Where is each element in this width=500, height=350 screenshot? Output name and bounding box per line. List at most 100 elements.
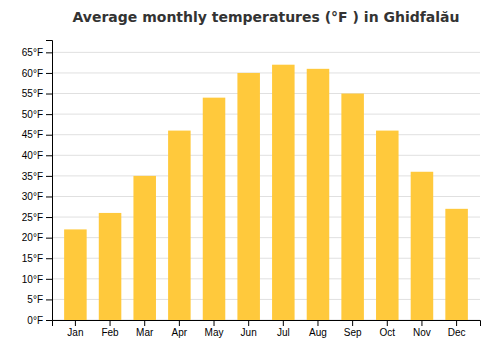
tick-label: Aug bbox=[309, 327, 327, 338]
bar bbox=[168, 131, 191, 320]
tick-label: 50°F bbox=[22, 109, 43, 120]
tick-label: Dec bbox=[448, 327, 466, 338]
tick-label: Mar bbox=[136, 327, 154, 338]
tick: 50°F bbox=[22, 109, 52, 120]
tick: Jun bbox=[241, 320, 257, 338]
axis-line bbox=[46, 41, 53, 321]
bar bbox=[341, 94, 364, 320]
grid-line bbox=[52, 155, 480, 156]
tick-mark bbox=[46, 52, 52, 53]
bar bbox=[237, 73, 260, 320]
tick: 25°F bbox=[22, 212, 52, 223]
tick: 40°F bbox=[22, 150, 52, 161]
tick-label: Nov bbox=[413, 327, 431, 338]
x-axis: Jan Feb Mar Apr May Jun Jul Aug Sep Oct Nov Dec bbox=[53, 320, 481, 338]
tick-mark bbox=[421, 320, 422, 326]
tick: Nov bbox=[413, 320, 431, 338]
grid-line bbox=[52, 114, 480, 115]
tick-label: Sep bbox=[344, 327, 362, 338]
bar bbox=[99, 213, 122, 320]
tick-mark bbox=[46, 217, 52, 218]
tick-label: 40°F bbox=[22, 150, 43, 161]
tick-label: 60°F bbox=[22, 68, 43, 79]
grid bbox=[52, 52, 480, 320]
tick: Oct bbox=[380, 320, 396, 338]
tick-mark bbox=[46, 299, 52, 300]
tick-label: 0°F bbox=[27, 315, 43, 326]
tick-label: Jan bbox=[67, 327, 83, 338]
tick-label: 15°F bbox=[22, 253, 43, 264]
tick: 5°F bbox=[27, 294, 52, 305]
tick-label: 35°F bbox=[22, 171, 43, 182]
tick: 60°F bbox=[22, 68, 52, 79]
tick-mark bbox=[46, 320, 52, 321]
bar bbox=[445, 209, 468, 320]
tick: Sep bbox=[344, 320, 362, 338]
tick-label: Jul bbox=[277, 327, 290, 338]
bar bbox=[272, 65, 295, 320]
tick-mark bbox=[179, 320, 180, 326]
tick-mark bbox=[46, 94, 52, 95]
axis-line bbox=[53, 321, 481, 327]
tick-mark bbox=[144, 320, 145, 326]
tick-mark bbox=[46, 73, 52, 74]
tick: Jan bbox=[67, 320, 83, 338]
tick-mark bbox=[75, 320, 76, 326]
tick-label: 5°F bbox=[27, 294, 43, 305]
tick-label: Jun bbox=[241, 327, 257, 338]
tick-label: Oct bbox=[380, 327, 396, 338]
tick-label: 25°F bbox=[22, 212, 43, 223]
grid-line bbox=[52, 72, 480, 73]
tick-label: May bbox=[205, 327, 224, 338]
tick-mark bbox=[456, 320, 457, 326]
tick-mark bbox=[46, 155, 52, 156]
tick-mark bbox=[46, 196, 52, 197]
tick-mark bbox=[46, 135, 52, 136]
grid-line bbox=[52, 52, 480, 53]
bar bbox=[307, 69, 330, 320]
tick-mark bbox=[283, 320, 284, 326]
chart: 0°F 5°F 10°F 15°F 20°F 25°F 30°F 35°F 40°F 45°F 50… bbox=[0, 0, 500, 350]
bar bbox=[133, 176, 156, 320]
tick-mark bbox=[46, 176, 52, 177]
tick-mark bbox=[317, 320, 318, 326]
bar bbox=[64, 229, 87, 320]
tick: 55°F bbox=[22, 88, 52, 99]
tick-mark bbox=[214, 320, 215, 326]
tick-mark bbox=[46, 258, 52, 259]
title: Average monthly temperatures (°F ) in Gh… bbox=[72, 9, 459, 25]
plot-area bbox=[64, 65, 468, 320]
tick: Feb bbox=[101, 320, 119, 338]
tick-label: 10°F bbox=[22, 274, 43, 285]
tick: 20°F bbox=[22, 232, 52, 243]
tick: Apr bbox=[172, 320, 188, 338]
tick: Mar bbox=[136, 320, 154, 338]
tick: Jul bbox=[277, 320, 290, 338]
tick: Aug bbox=[309, 320, 327, 338]
tick-label: 20°F bbox=[22, 232, 43, 243]
tick-label: Apr bbox=[172, 327, 188, 338]
tick-label: 45°F bbox=[22, 129, 43, 140]
tick: May bbox=[205, 320, 224, 338]
tick-label: Feb bbox=[101, 327, 119, 338]
tick-label: 55°F bbox=[22, 88, 43, 99]
grid-line bbox=[52, 134, 480, 135]
tick: 65°F bbox=[22, 47, 52, 58]
tick: 45°F bbox=[22, 129, 52, 140]
tick-mark bbox=[46, 238, 52, 239]
tick: 15°F bbox=[22, 253, 52, 264]
bar bbox=[376, 131, 399, 320]
tick: 35°F bbox=[22, 171, 52, 182]
tick-label: 30°F bbox=[22, 191, 43, 202]
tick-mark bbox=[352, 320, 353, 326]
tick: 30°F bbox=[22, 191, 52, 202]
tick-mark bbox=[46, 114, 52, 115]
tick: 0°F bbox=[27, 315, 52, 326]
bar bbox=[411, 172, 434, 320]
tick-mark bbox=[46, 279, 52, 280]
tick: Dec bbox=[448, 320, 466, 338]
tick-mark bbox=[110, 320, 111, 326]
y-axis: 0°F 5°F 10°F 15°F 20°F 25°F 30°F 35°F 40°F 45°F 50… bbox=[22, 41, 53, 326]
tick: 10°F bbox=[22, 274, 52, 285]
tick-mark bbox=[387, 320, 388, 326]
